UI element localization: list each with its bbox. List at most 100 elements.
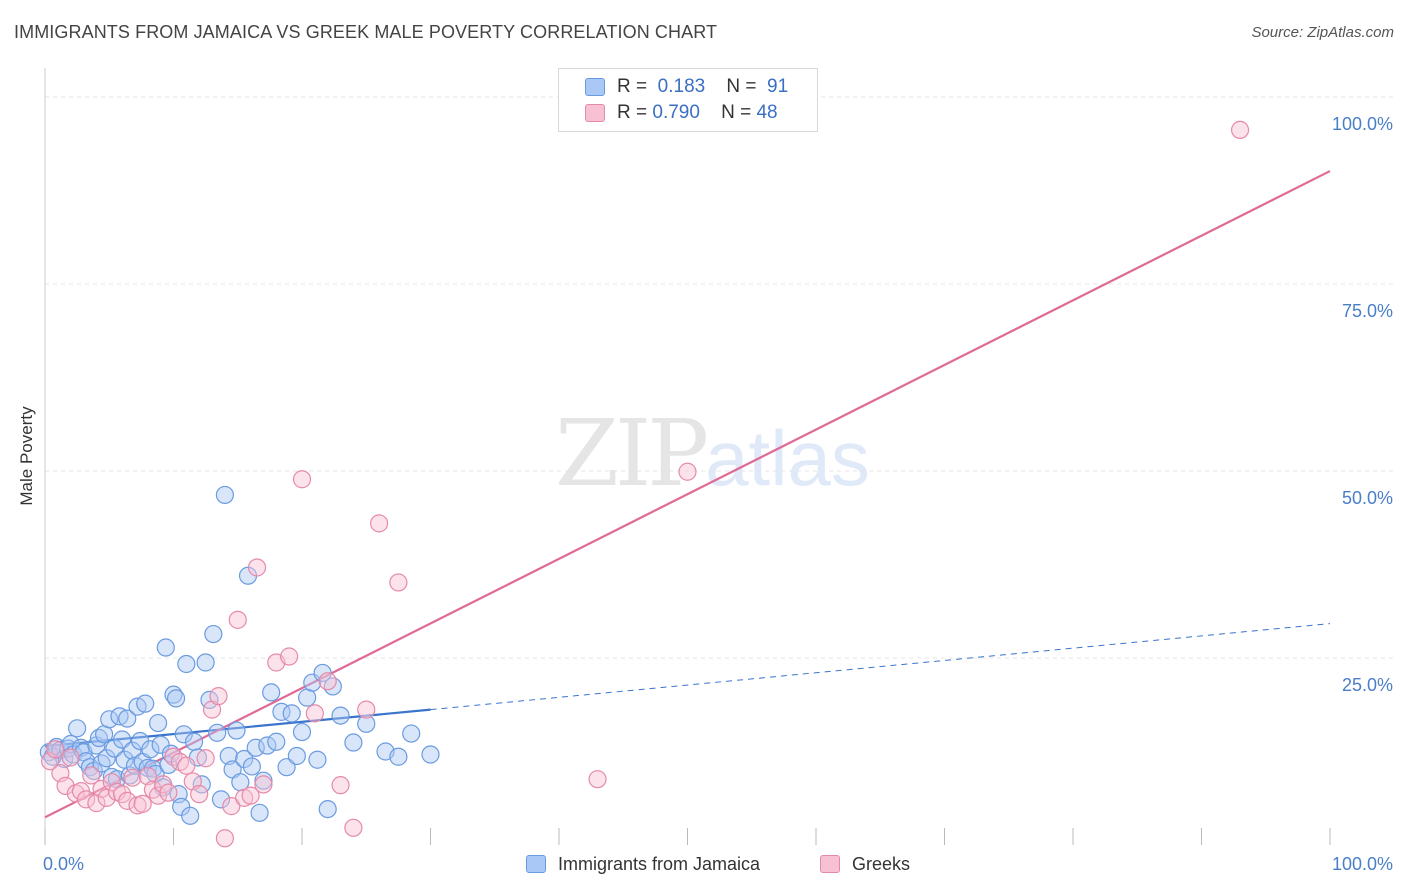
legend-r-value: 0.183 xyxy=(657,76,706,97)
point-jamaica xyxy=(421,745,440,764)
bottom-legend-label-jamaica: Immigrants from Jamaica xyxy=(558,853,761,874)
point-greeks xyxy=(118,791,137,810)
point-greeks xyxy=(190,785,209,804)
point-greeks xyxy=(370,514,389,533)
point-greeks xyxy=(209,687,228,706)
point-jamaica xyxy=(215,485,234,505)
legend-r-label: R = xyxy=(617,76,648,97)
point-greeks xyxy=(196,749,215,768)
point-jamaica xyxy=(277,758,296,777)
point-jamaica xyxy=(204,624,223,644)
point-jamaica xyxy=(227,721,246,740)
point-greeks xyxy=(177,756,196,775)
point-greeks xyxy=(280,647,299,666)
point-greeks xyxy=(228,610,247,629)
point-greeks xyxy=(77,790,96,809)
point-greeks xyxy=(1230,120,1250,140)
point-jamaica xyxy=(174,725,193,744)
point-greeks xyxy=(678,462,697,481)
axes xyxy=(44,68,1331,845)
watermark: ZIPatlas xyxy=(555,400,870,507)
point-greeks xyxy=(254,775,273,794)
source-label: Source: ZipAtlas.com xyxy=(1251,24,1394,41)
bottom-legend-swatch-greeks xyxy=(820,855,840,873)
y-tick-label-25: 25.0% xyxy=(1342,675,1393,695)
point-jamaica xyxy=(402,724,421,743)
watermark-atlas: atlas xyxy=(705,414,870,502)
point-jamaica xyxy=(258,736,277,755)
point-jamaica xyxy=(357,714,376,733)
trend-line-greeks xyxy=(44,170,1331,819)
point-jamaica xyxy=(287,746,306,766)
legend-n-value: 91 xyxy=(767,76,789,97)
bottom-legend-label-greeks: Greeks xyxy=(852,853,911,874)
point-jamaica xyxy=(136,694,155,713)
point-greeks xyxy=(292,470,312,489)
point-jamaica xyxy=(118,709,137,728)
point-jamaica xyxy=(141,740,160,759)
trend-extension-jamaica xyxy=(430,623,1331,711)
legend-swatch-greeks xyxy=(585,104,605,122)
point-greeks xyxy=(41,752,60,771)
point-jamaica xyxy=(196,653,215,672)
point-greeks xyxy=(305,704,324,723)
point-jamaica xyxy=(318,799,337,819)
point-jamaica xyxy=(208,723,227,742)
point-greeks xyxy=(215,829,234,848)
point-jamaica xyxy=(242,757,261,776)
point-greeks xyxy=(247,558,267,577)
legend-r-label: R = xyxy=(617,102,648,123)
point-jamaica xyxy=(389,747,408,766)
y-tick-label-100: 100.0% xyxy=(1332,114,1393,134)
point-jamaica xyxy=(308,750,327,769)
point-greeks xyxy=(46,740,65,759)
point-jamaica xyxy=(120,766,139,785)
point-greeks xyxy=(357,700,376,719)
point-jamaica xyxy=(68,719,87,738)
bottom-legend-swatch-jamaica xyxy=(526,855,546,873)
point-greeks xyxy=(344,818,363,837)
x-tick-label-max: 100.0% xyxy=(1332,854,1393,874)
point-jamaica xyxy=(184,732,204,751)
point-jamaica xyxy=(148,713,168,733)
point-jamaica xyxy=(166,689,186,708)
point-greeks xyxy=(159,783,178,802)
point-greeks xyxy=(82,766,101,785)
point-greeks xyxy=(588,770,607,789)
point-jamaica xyxy=(250,803,269,822)
point-jamaica xyxy=(211,790,231,809)
tick-labels: 25.0% 50.0% 75.0% 100.0% 0.0% 100.0% xyxy=(43,114,1393,874)
point-jamaica xyxy=(282,704,301,723)
legend-n-value: 48 xyxy=(756,102,778,123)
watermark-zip: ZIP xyxy=(555,400,709,507)
point-greeks xyxy=(222,797,241,816)
point-jamaica xyxy=(181,806,200,825)
point-jamaica xyxy=(292,722,312,742)
y-tick-label-50: 50.0% xyxy=(1342,488,1393,508)
point-greeks xyxy=(331,776,350,795)
point-jamaica xyxy=(156,638,175,657)
point-greeks xyxy=(92,779,111,799)
point-greeks xyxy=(389,573,408,592)
point-jamaica xyxy=(177,654,196,674)
trend-lines xyxy=(44,170,1331,819)
legend-row-jamaica: R = 0.183 N = 91 xyxy=(585,75,788,99)
point-jamaica xyxy=(331,706,350,725)
point-jamaica xyxy=(219,746,238,766)
x-tick-label-min: 0.0% xyxy=(43,854,84,874)
point-jamaica xyxy=(235,749,254,769)
point-jamaica xyxy=(112,730,132,749)
legend-r-value: 0.790 xyxy=(652,102,700,123)
y-tick-label-75: 75.0% xyxy=(1342,301,1393,321)
legend-row-greeks: R = 0.790 N = 48 xyxy=(585,101,778,125)
data-points xyxy=(39,120,1250,848)
chart-title: IMMIGRANTS FROM JAMAICA VS GREEK MALE PO… xyxy=(14,22,718,42)
legend-n-label: N = xyxy=(721,102,752,123)
point-jamaica xyxy=(344,733,363,752)
correlation-legend: R = 0.183 N = 91 R = 0.790 N = 48 xyxy=(558,68,818,132)
bottom-legend-greeks: Greeks xyxy=(820,852,910,876)
point-jamaica xyxy=(323,677,342,696)
legend-swatch-jamaica xyxy=(585,78,605,96)
point-jamaica xyxy=(262,683,281,702)
